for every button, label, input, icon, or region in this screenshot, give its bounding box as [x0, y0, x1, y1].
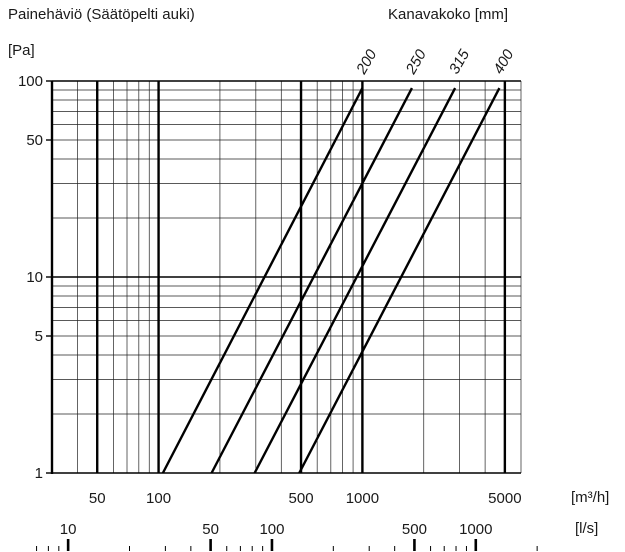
- series-label-250: 250: [402, 46, 430, 78]
- x2-tick-label: 10: [60, 521, 77, 538]
- y-tick-label: 10: [26, 269, 43, 286]
- legend-title: Kanavakoko [mm]: [388, 6, 509, 23]
- y-axis-unit: [Pa]: [8, 42, 35, 59]
- series-label-400: 400: [490, 46, 518, 77]
- chart-title: Painehäviö (Säätöpelti auki): [8, 6, 195, 23]
- x-tick-label: 100: [146, 490, 171, 507]
- series-line-200: [161, 87, 364, 474]
- series-line-400: [298, 87, 501, 474]
- x2-tick-label: 50: [202, 521, 219, 538]
- series-line-250: [210, 87, 413, 474]
- x-axis-unit-ls: [l/s]: [575, 520, 599, 537]
- x-tick-label: 1000: [346, 490, 379, 507]
- x2-tick-label: 1000: [459, 521, 492, 538]
- series-label-200: 200: [353, 46, 381, 78]
- y-tick-label: 50: [26, 132, 43, 149]
- x-tick-label: 50: [89, 490, 106, 507]
- series-label-315: 315: [446, 46, 474, 77]
- y-tick-label: 100: [18, 73, 43, 90]
- series-line-315: [253, 87, 457, 474]
- x2-tick-label: 100: [259, 521, 284, 538]
- x-tick-label: 500: [289, 490, 314, 507]
- x2-tick-label: 500: [402, 521, 427, 538]
- x-tick-label: 5000: [488, 490, 521, 507]
- y-tick-label: 5: [35, 328, 43, 345]
- y-tick-label: 1: [35, 465, 43, 482]
- x-axis-unit-m3h: [m³/h]: [571, 489, 610, 506]
